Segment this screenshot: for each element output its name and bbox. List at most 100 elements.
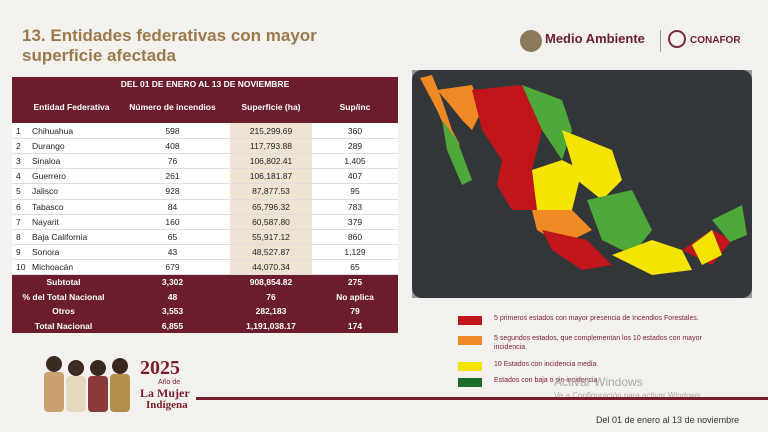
header-bg — [12, 92, 398, 123]
logo-text: CONAFOR — [690, 35, 741, 46]
table-cell: 379 — [347, 216, 363, 227]
logo-icon — [520, 30, 542, 52]
table-cell: 106,181.87 — [249, 171, 293, 182]
badge-text: Indígena — [146, 399, 188, 411]
summary-cell: 79 — [350, 306, 360, 316]
map — [412, 70, 752, 298]
table-cell: 215,299.69 — [249, 126, 293, 136]
footer-rule — [196, 397, 768, 400]
table-cell: 7 — [16, 216, 21, 227]
data-table: DEL 01 DE ENERO AL 13 DE NOVIEMBRE Entida… — [12, 77, 398, 333]
summary-cell: % del Total Nacional — [22, 291, 105, 302]
table-cell: 60,587.80 — [252, 216, 290, 227]
table-cell: 44,070.34 — [252, 261, 290, 272]
table-cell: Sonora — [32, 246, 60, 257]
table-cell: 4 — [16, 171, 21, 182]
region — [532, 160, 582, 210]
table-cell: 160 — [165, 216, 180, 227]
table-cell: 598 — [165, 126, 180, 136]
table-cell: 407 — [347, 171, 363, 182]
summary-cell: Otros — [52, 306, 75, 316]
row-divider — [12, 213, 398, 215]
row-divider — [12, 243, 398, 245]
table-cell: 5 — [16, 186, 21, 197]
row-divider — [12, 153, 398, 155]
column-header: Número de incendios — [129, 102, 216, 112]
logo-text: Medio Ambiente — [545, 31, 645, 46]
table-cell: 261 — [165, 171, 180, 182]
region — [442, 120, 472, 185]
table-cell: 95 — [350, 186, 360, 197]
legend-text: 10 Estados con incidencia media. — [494, 361, 599, 368]
summary-cell: No aplica — [336, 291, 374, 302]
legend-swatch — [458, 336, 482, 345]
table-cell: 106,802.41 — [249, 156, 293, 167]
table-cell: 1,129 — [344, 246, 366, 257]
region — [712, 205, 747, 242]
table-cell: 76 — [167, 156, 178, 167]
table-cell: 783 — [347, 201, 363, 212]
table-cell: 3 — [16, 156, 21, 167]
summary-cell: 76 — [266, 291, 276, 302]
summary-cell: 3,553 — [161, 306, 184, 316]
badge-text: Año de — [158, 379, 181, 386]
legend-text: 5 segundos estados, que complementan los… — [494, 335, 702, 351]
table-cell: 65 — [350, 261, 360, 272]
table-cell: 10 — [16, 261, 26, 272]
region — [522, 85, 572, 160]
table-cell: 1 — [16, 126, 21, 136]
watermark-subtitle: Ve a Configuración para activar Windows. — [554, 391, 703, 400]
table-cell: 408 — [165, 141, 180, 152]
summary-cell: 282,183 — [255, 306, 287, 316]
summary-cell: 908,854.82 — [249, 277, 293, 287]
column-header: Sup/inc — [339, 102, 371, 112]
table-cell: 55,917.12 — [252, 231, 290, 242]
illustration — [44, 356, 130, 412]
table-cell: 360 — [347, 126, 363, 136]
table-cell: 65 — [167, 231, 178, 242]
row-divider — [12, 198, 398, 200]
legend-swatch — [458, 378, 482, 387]
table-cell: Michoacán — [32, 261, 74, 272]
table-cell: 117,793.88 — [250, 141, 292, 152]
badge-text: La Mujer — [140, 386, 190, 400]
table-banner: DEL 01 DE ENERO AL 13 DE NOVIEMBRE — [12, 77, 398, 92]
table-cell: 6 — [16, 201, 21, 212]
region — [532, 210, 592, 245]
region — [542, 230, 612, 270]
summary-bg — [12, 275, 398, 333]
row-divider — [12, 228, 398, 230]
region — [562, 130, 622, 200]
row-divider — [12, 258, 398, 260]
table-cell: 43 — [167, 246, 178, 257]
region — [420, 75, 460, 145]
summary-cell: Subtotal — [46, 277, 81, 287]
region — [612, 240, 692, 275]
summary-cell: 275 — [347, 277, 363, 287]
row-divider — [12, 274, 398, 275]
table-cell: 2 — [16, 141, 21, 152]
summary-cell: Total Nacional — [34, 320, 93, 331]
region — [472, 85, 542, 170]
summary-cell: 1,191,038.17 — [246, 320, 296, 331]
table-cell: Tabasco — [32, 201, 64, 212]
summary-cell: 48 — [167, 291, 178, 302]
legend: 5 primeros estados con mayor presencia d… — [458, 312, 702, 392]
divider — [660, 30, 661, 52]
legend-swatch — [458, 362, 482, 371]
table-cell: 928 — [165, 186, 180, 197]
table-cell: Guerrero — [32, 171, 67, 182]
legend-swatch — [458, 316, 482, 325]
table-cell: Chihuahua — [32, 126, 74, 136]
column-header: Superficie (ha) — [241, 102, 301, 112]
logo-icon — [668, 30, 686, 48]
row-divider — [12, 138, 398, 140]
table-cell: 8 — [16, 231, 21, 242]
watermark-title: Activar Windows — [554, 375, 643, 389]
table-cell: 65,796.32 — [252, 201, 290, 212]
summary-cell: 6,855 — [161, 320, 184, 331]
table-cell: 84 — [167, 201, 178, 212]
region — [587, 190, 652, 255]
table-cell: Durango — [32, 141, 65, 152]
column-header: Entidad Federativa — [33, 102, 110, 112]
